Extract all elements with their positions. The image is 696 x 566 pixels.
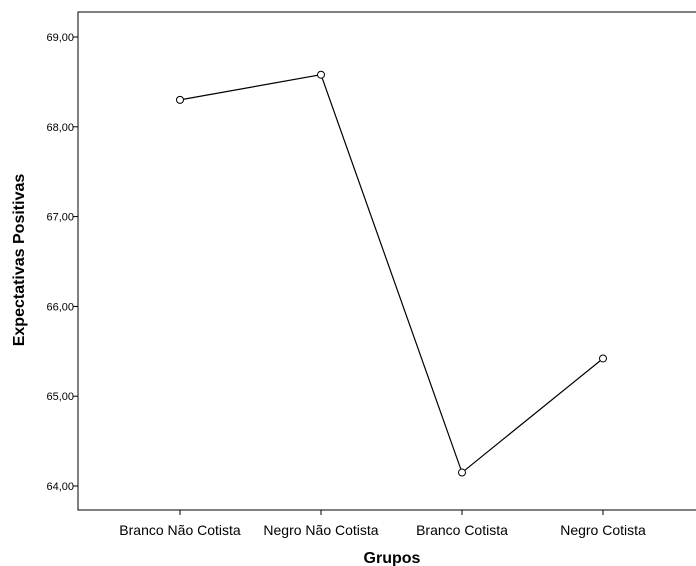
data-point-marker (317, 70, 325, 79)
x-axis: Branco Não Cotista Negro Não Cotista Branc… (119, 510, 646, 538)
y-tick-label: 65,00 (46, 391, 74, 403)
series-points (176, 70, 607, 477)
y-axis: 64,00 65,00 66,00 67,00 68,00 69,00 (46, 32, 78, 493)
x-category-label: Negro Não Cotista (263, 522, 378, 538)
data-point-marker (599, 354, 607, 363)
data-point-marker (176, 95, 184, 104)
y-axis-title: Expectativas Positivas (11, 174, 28, 347)
data-point-marker (458, 468, 466, 477)
series-line (179, 74, 604, 474)
y-tick-label: 67,00 (46, 212, 74, 224)
y-tick-label: 64,00 (46, 481, 74, 493)
y-tick-label: 66,00 (46, 301, 74, 313)
x-category-label: Branco Não Cotista (119, 522, 241, 538)
x-category-label: Negro Cotista (560, 522, 646, 538)
y-tick-label: 68,00 (46, 122, 74, 134)
x-category-label: Branco Cotista (416, 522, 508, 538)
x-axis-title: Grupos (364, 550, 421, 566)
y-tick-label: 69,00 (46, 32, 74, 44)
